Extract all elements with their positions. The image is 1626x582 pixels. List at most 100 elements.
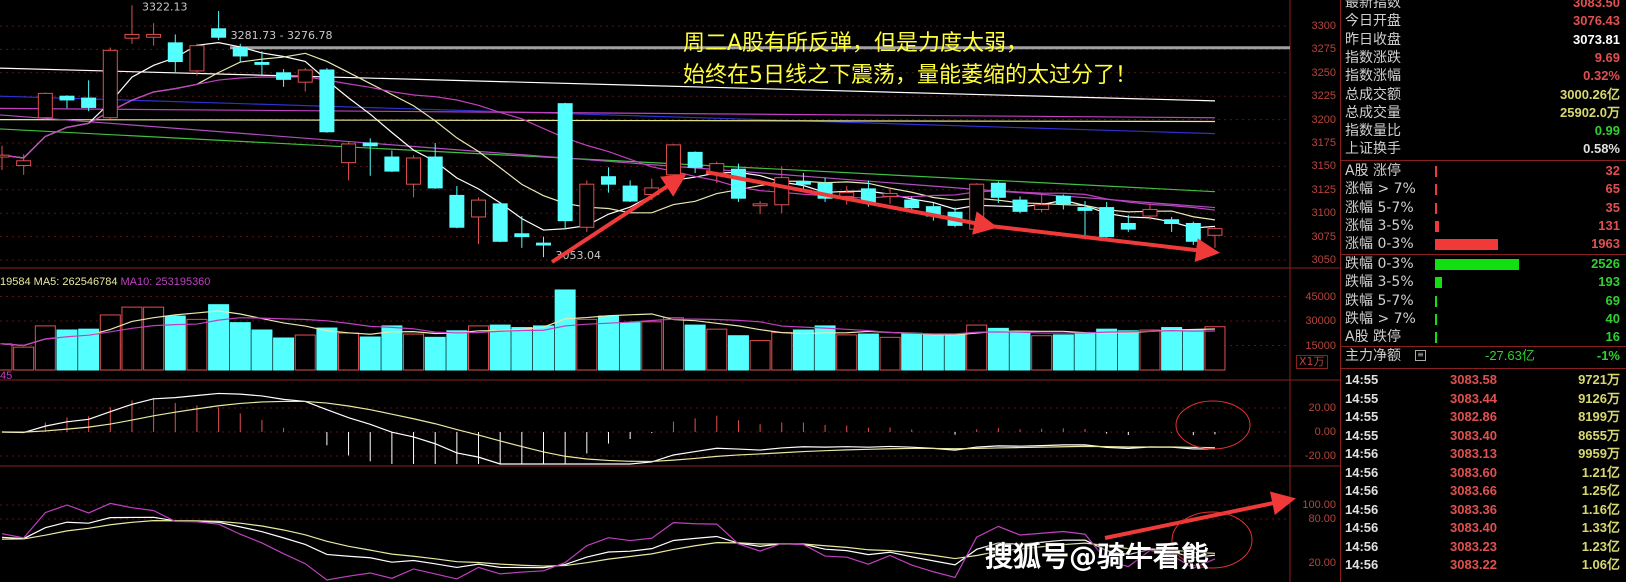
- candle-body: [1164, 219, 1180, 224]
- quote-label: 总成交量: [1345, 104, 1401, 121]
- candle-body: [276, 72, 292, 80]
- tick-amount: 1.23亿: [1581, 538, 1620, 554]
- candle-body: [882, 193, 898, 197]
- volume-bar: [316, 327, 338, 371]
- main-force-value: -27.63亿: [1485, 348, 1535, 363]
- candle-body: [254, 62, 270, 65]
- candle-52: [1120, 215, 1136, 232]
- breadth-bar: [1435, 184, 1437, 196]
- candle-28: [600, 167, 616, 193]
- axis-label: 80.00: [1308, 513, 1336, 525]
- volume-bar: [208, 304, 230, 371]
- volume-bar: [186, 318, 208, 371]
- candle-body: [557, 103, 573, 222]
- candle-body: [1099, 207, 1115, 238]
- tick-amount: 1.21亿: [1581, 464, 1620, 480]
- long-ma-line: [0, 118, 1216, 123]
- candle-53: [1142, 203, 1158, 220]
- candle-26: [557, 102, 573, 230]
- volume-bar: [359, 336, 381, 371]
- candle-3: [59, 95, 75, 109]
- red-arrow: [550, 173, 687, 264]
- candle-body: [319, 69, 335, 133]
- candle-13: [276, 69, 292, 87]
- volume-bar: [597, 315, 619, 371]
- candle-9: [189, 43, 205, 76]
- tick-amount: 8199万: [1578, 409, 1620, 424]
- axis-label: 30000: [1305, 315, 1336, 327]
- candle-body: [600, 176, 616, 185]
- red-arrow: [1104, 491, 1296, 540]
- candle-body: [59, 95, 75, 101]
- breadth-label: 跌幅 > 7%: [1345, 310, 1416, 327]
- axis-label: 100.00: [1302, 499, 1336, 511]
- quote-value: 3083.50: [1573, 0, 1620, 10]
- candle-32: [687, 151, 703, 173]
- main-force-row: 主力净额 ≡ -27.63亿 -1%: [1345, 347, 1620, 365]
- volume-bar: [641, 321, 663, 371]
- list-icon[interactable]: ≡: [1415, 350, 1426, 361]
- breadth-value: 65: [1605, 181, 1620, 197]
- volume-bar: [792, 329, 814, 371]
- candle-48: [1034, 193, 1050, 213]
- candle-4: [81, 80, 97, 112]
- candle-body: [1077, 207, 1093, 211]
- volume-bar: [966, 324, 988, 371]
- quote-row: 指数涨幅 0.32%: [1345, 67, 1620, 85]
- volume-bar: [662, 317, 684, 371]
- breadth-value: 2526: [1591, 256, 1620, 271]
- volume-bar: [143, 306, 165, 371]
- candle-body: [297, 69, 313, 83]
- candle-body: [37, 92, 53, 119]
- annotation-line-2: 始终在5日线之下震荡，量能萎缩的太过分了！: [683, 63, 1137, 88]
- breadth-label: 跌幅 3-5%: [1345, 274, 1414, 291]
- tick-price: 3083.36: [1450, 501, 1497, 517]
- breadth-bar: [1435, 332, 1437, 344]
- breadth-down-row: 跌幅 3-5% 193: [1345, 273, 1620, 291]
- volume-bar: [294, 334, 316, 371]
- tick-amount: 1.06亿: [1581, 557, 1620, 572]
- breadth-up-row: A股 涨停 32: [1345, 162, 1620, 180]
- candle-body: [384, 156, 400, 172]
- candle-body: [102, 49, 118, 119]
- candle-25: [536, 236, 551, 258]
- tick-price: 3083.66: [1450, 483, 1497, 498]
- volume-bar: [684, 324, 706, 371]
- volume-bar: [879, 336, 901, 371]
- axis-label: 3150: [1311, 160, 1336, 173]
- quote-row: 指数涨跌 9.69: [1345, 49, 1620, 67]
- candle-body: [687, 151, 703, 168]
- long-ma-line: [0, 114, 1216, 209]
- volume-bar: [1161, 327, 1183, 371]
- candle-body: [211, 28, 227, 38]
- volume-bar: [0, 343, 13, 371]
- quote-label: 指数量比: [1345, 123, 1401, 140]
- candle-body: [536, 242, 551, 246]
- quote-row: 最新指数 3083.50: [1345, 0, 1620, 12]
- breadth-label: 涨幅 5-7%: [1345, 199, 1414, 216]
- candle-31: [665, 143, 681, 177]
- tick-time: 14:56: [1345, 464, 1379, 480]
- quote-value: 3000.26亿: [1560, 86, 1620, 102]
- tick-price: 3082.86: [1450, 409, 1497, 424]
- breadth-label: A股 涨停: [1345, 163, 1402, 179]
- breadth-down-row: 跌幅 > 7% 40: [1345, 310, 1620, 328]
- candle-29: [622, 180, 638, 202]
- panel-separator: [1341, 160, 1626, 161]
- tick-price: 3083.13: [1450, 446, 1497, 461]
- quote-value: 9.69: [1594, 49, 1620, 65]
- candle-body: [904, 199, 920, 209]
- breadth-value: 35: [1605, 199, 1620, 215]
- candle-body: [1185, 222, 1201, 242]
- tick-row: 14:56 3083.22 1.06亿: [1345, 556, 1620, 574]
- tick-amount: 8655万: [1578, 427, 1620, 443]
- tick-row: 14:55 3082.86 8199万: [1345, 408, 1620, 426]
- volume-bar: [901, 332, 923, 371]
- tick-price: 3083.40: [1450, 427, 1497, 443]
- breadth-up-row: 涨幅 5-7% 35: [1345, 199, 1620, 217]
- tick-time: 14:56: [1345, 501, 1379, 517]
- quote-row: 总成交额 3000.26亿: [1345, 86, 1620, 104]
- volume-bar: [1139, 329, 1161, 371]
- axis-label: 3125: [1311, 183, 1336, 196]
